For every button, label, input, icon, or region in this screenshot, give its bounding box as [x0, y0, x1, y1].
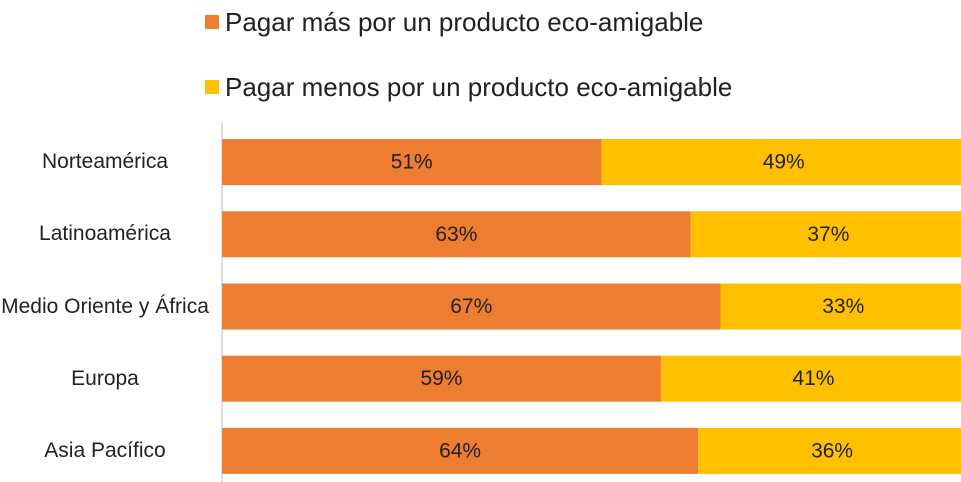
bar-segment: [222, 139, 602, 186]
bar-segment: [698, 427, 961, 474]
bar-segment: [222, 427, 699, 474]
y-tick-label: Europa: [71, 366, 139, 390]
y-tick-label: Medio Oriente y África: [1, 294, 209, 318]
legend-swatch: [205, 80, 219, 94]
data-label: 41%: [792, 367, 834, 390]
data-label: 59%: [420, 367, 462, 390]
bar-segment: [222, 355, 661, 402]
data-label: 33%: [822, 295, 864, 318]
bar-segment: [720, 283, 961, 330]
data-label: 36%: [811, 439, 853, 462]
data-label: 63%: [435, 223, 477, 246]
y-tick-label: Asia Pacífico: [44, 438, 166, 462]
bar-segment: [660, 355, 961, 402]
data-label: 64%: [439, 439, 481, 462]
data-label: 51%: [391, 151, 433, 174]
y-tick-label: Norteamérica: [41, 150, 169, 174]
data-label: 67%: [450, 295, 492, 318]
legend-swatch: [205, 15, 219, 29]
data-label: 37%: [807, 223, 849, 246]
bar-segment: [222, 211, 691, 258]
legend-label: Pagar más por un producto eco-amigable: [225, 7, 703, 37]
legend-label: Pagar menos por un producto eco-amigable: [225, 72, 732, 102]
bar-segment: [601, 139, 961, 186]
y-tick-label: Latinoamérica: [39, 222, 171, 246]
data-label: 49%: [763, 151, 805, 174]
bar-segment: [690, 211, 961, 258]
bar-segment: [222, 283, 721, 330]
